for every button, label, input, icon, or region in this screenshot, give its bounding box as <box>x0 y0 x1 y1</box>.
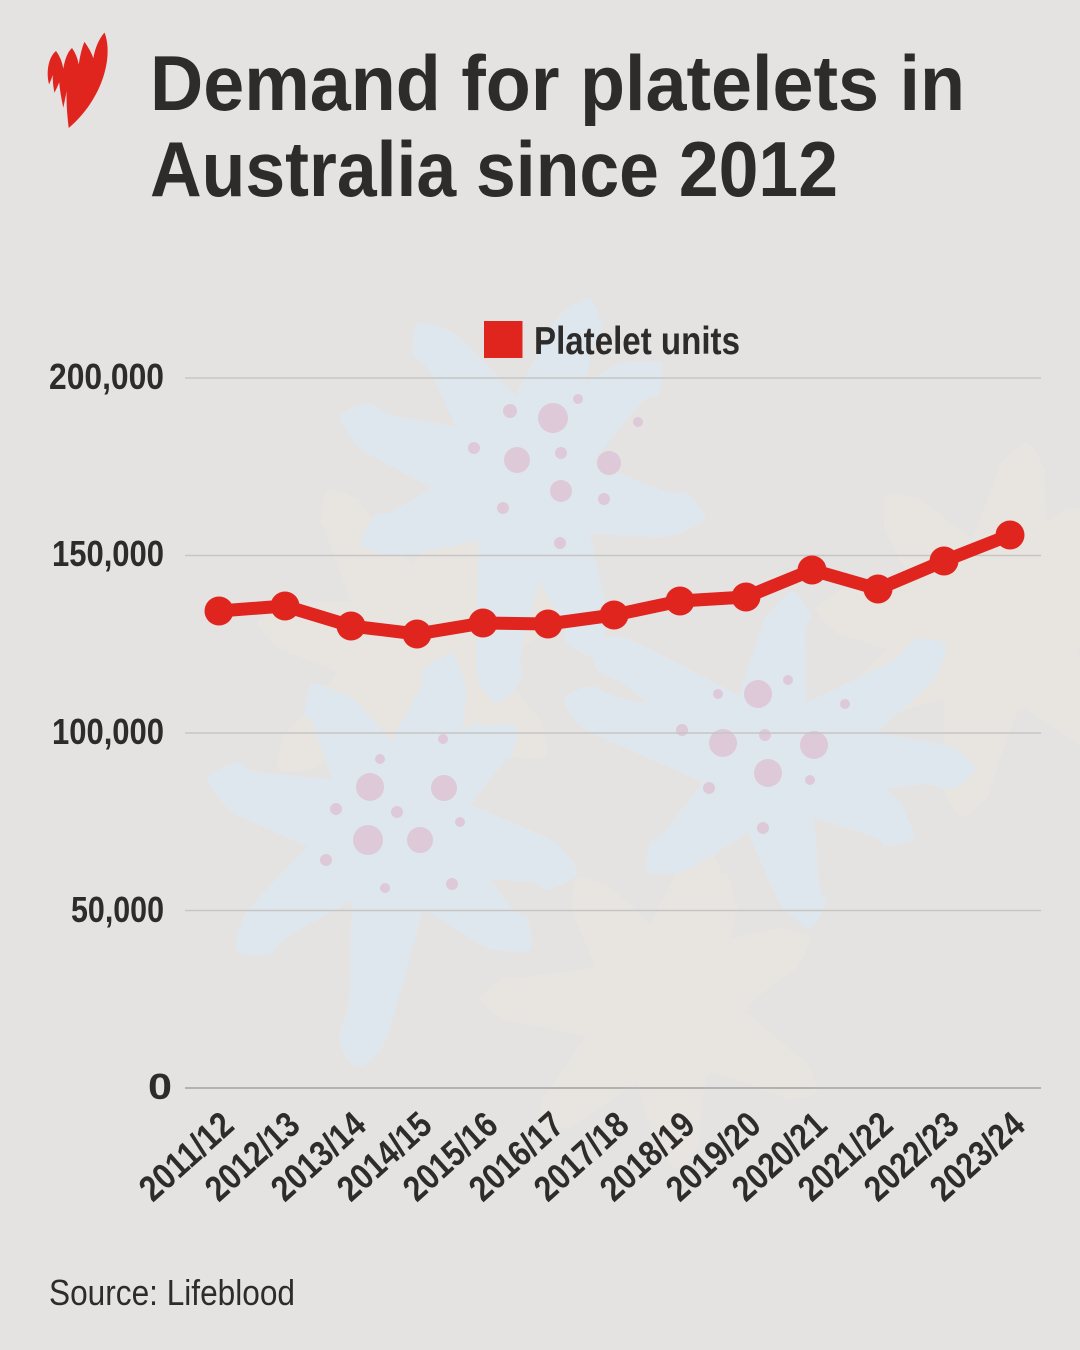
svg-text:50,000: 50,000 <box>71 889 164 930</box>
svg-text:100,000: 100,000 <box>52 711 164 752</box>
svg-text:0: 0 <box>148 1066 172 1107</box>
svg-text:150,000: 150,000 <box>52 533 164 574</box>
svg-text:Demand for platelets in: Demand for platelets in <box>150 39 965 127</box>
svg-text:Platelet units: Platelet units <box>534 320 740 363</box>
svg-text:Australia since 2012: Australia since 2012 <box>150 125 838 213</box>
svg-text:200,000: 200,000 <box>49 356 164 397</box>
svg-text:Source: Lifeblood: Source: Lifeblood <box>49 1272 295 1313</box>
